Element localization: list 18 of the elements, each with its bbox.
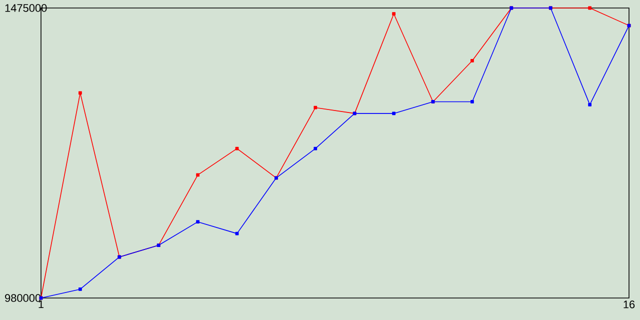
point <box>196 173 200 177</box>
y-tick-label: 1475000 <box>5 4 47 12</box>
x-tick-label: 16 <box>624 300 635 308</box>
x-tick-label: 1 <box>38 300 44 308</box>
point <box>588 6 592 10</box>
point <box>314 106 318 110</box>
point <box>78 288 82 291</box>
point <box>235 232 239 236</box>
point <box>314 146 318 150</box>
point <box>392 12 396 16</box>
point <box>196 220 200 224</box>
point <box>235 146 239 150</box>
point <box>78 91 82 95</box>
point <box>470 59 474 62</box>
point <box>470 100 474 104</box>
point <box>588 102 592 106</box>
y-tick-label: 980000 <box>5 294 41 302</box>
point <box>392 112 396 116</box>
